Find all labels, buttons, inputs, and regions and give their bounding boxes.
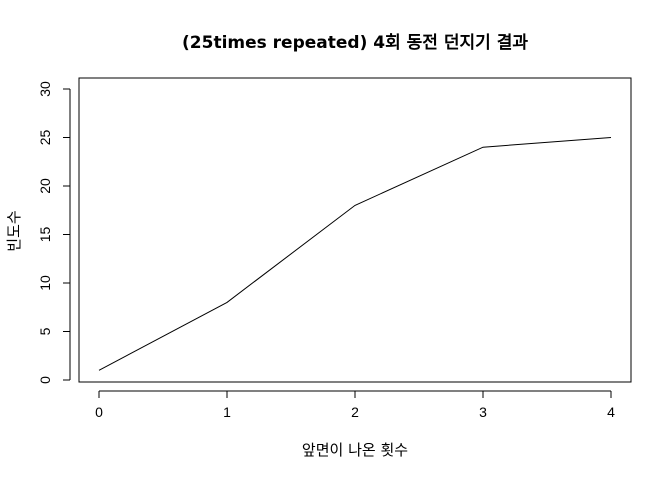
x-tick-label: 1: [223, 404, 231, 420]
y-tick-label: 5: [37, 327, 53, 335]
y-axis-label: 빈도수: [5, 210, 23, 251]
x-tick-label: 0: [95, 404, 103, 420]
y-axis: 0 5 10 15 20 25 30: [37, 81, 71, 384]
y-tick-label: 15: [37, 227, 53, 243]
x-tick-label: 4: [607, 404, 615, 420]
y-tick-label: 10: [37, 275, 53, 291]
series-line: [98, 137, 612, 371]
y-tick-label: 20: [37, 178, 53, 194]
series-layer: [98, 137, 612, 371]
x-axis: 0 1 2 3 4: [95, 390, 615, 420]
chart-title: (25times repeated) 4회 동전 던지기 결과: [182, 33, 528, 53]
x-axis-label: 앞면이 나온 횟수: [302, 441, 408, 459]
x-tick-label: 3: [479, 404, 487, 420]
y-tick-label: 0: [37, 376, 53, 384]
y-tick-label: 30: [37, 81, 53, 97]
plot-area-frame: [78, 77, 632, 383]
y-tick-label: 25: [37, 130, 53, 146]
x-tick-label: 2: [351, 404, 359, 420]
